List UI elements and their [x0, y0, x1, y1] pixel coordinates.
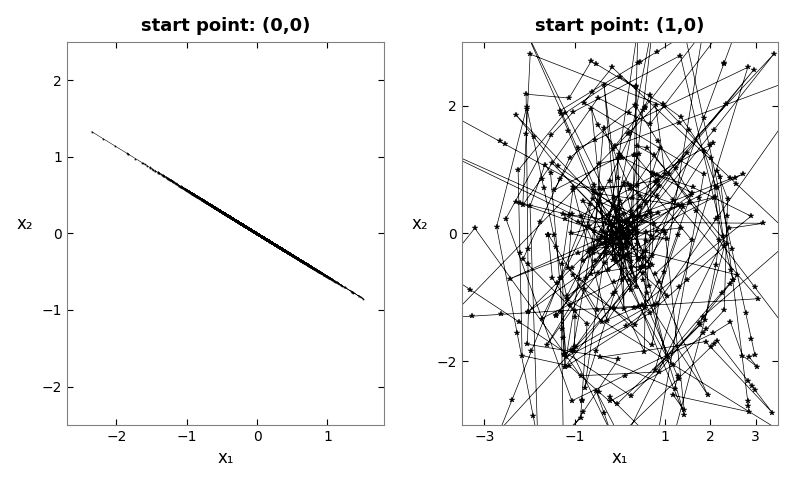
X-axis label: x₁: x₁: [611, 449, 628, 468]
Title: start point: (1,0): start point: (1,0): [535, 16, 704, 35]
Title: start point: (0,0): start point: (0,0): [141, 16, 310, 35]
Y-axis label: x₂: x₂: [17, 215, 33, 233]
X-axis label: x₁: x₁: [217, 449, 234, 468]
Y-axis label: x₂: x₂: [412, 215, 428, 233]
